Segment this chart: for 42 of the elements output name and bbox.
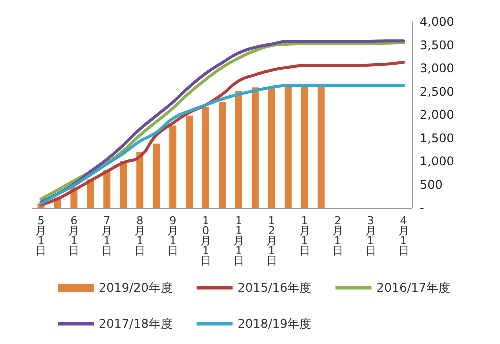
line-series	[40, 84, 406, 206]
x-tick-label: 4月1日	[398, 214, 410, 258]
x-tick-label: 12月1日	[266, 214, 278, 268]
bar	[170, 126, 177, 208]
bar	[284, 86, 292, 208]
y-tick-label: -	[420, 201, 424, 215]
bar	[186, 116, 194, 208]
bar	[104, 170, 111, 208]
y-tick-label: 1,000	[420, 154, 454, 168]
y-tick-label: 2,500	[420, 84, 454, 99]
y-tick-label: 3,500	[420, 38, 454, 52]
bar	[235, 91, 242, 208]
x-tick-label: 8月1日	[134, 214, 146, 258]
bar	[202, 108, 210, 208]
y-tick-label: 4,000	[420, 15, 454, 29]
x-tick-label: 10月1日	[200, 214, 212, 268]
y-tick-label: 3,000	[420, 62, 454, 76]
bar	[268, 86, 276, 208]
x-tick-label: 9月1日	[168, 214, 179, 258]
bar	[252, 88, 259, 208]
x-tick-label: 11月1日	[233, 214, 244, 268]
x-tick-label: 7月1日	[102, 214, 113, 258]
bar	[318, 86, 325, 208]
x-tick-label: 3月1日	[365, 214, 376, 258]
bar	[153, 144, 160, 208]
bar	[301, 86, 308, 208]
x-tick-label: 1月1日	[299, 214, 310, 258]
x-tick-label: 2月1日	[332, 214, 344, 258]
bar	[87, 180, 94, 208]
y-tick-label: 1,500	[420, 131, 454, 146]
legend-label: 2017/18年度	[99, 317, 173, 331]
legend-label: 2015/16年度	[238, 281, 312, 295]
x-tick-label: 5月1日	[36, 214, 47, 258]
y-tick-label: 500	[420, 178, 443, 192]
x-tick-label: 6月1日	[68, 214, 80, 258]
bar	[136, 152, 144, 208]
legend-label: 2019/20年度	[99, 281, 173, 295]
bar	[120, 162, 128, 208]
legend-label: 2018/19年度	[238, 317, 312, 331]
y-tick-label: 2,000	[420, 108, 454, 122]
bar	[219, 102, 226, 208]
legend-label: 2016/17年度	[376, 281, 451, 295]
